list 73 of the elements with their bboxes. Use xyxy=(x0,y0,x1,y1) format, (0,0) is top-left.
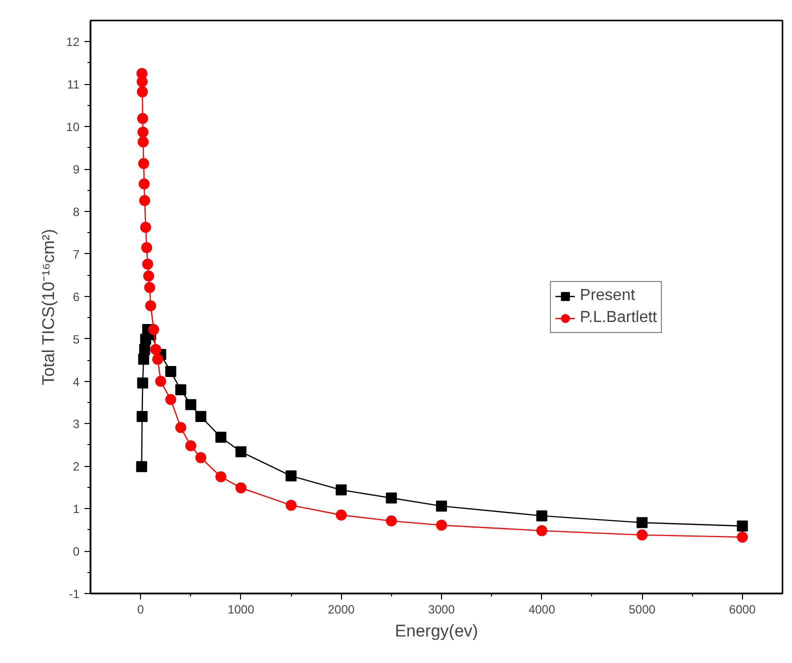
y-tick-label: 12 xyxy=(66,35,80,50)
legend-label: Present xyxy=(580,286,636,304)
y-tick-label: 5 xyxy=(72,332,80,346)
point xyxy=(175,384,186,396)
point xyxy=(536,510,548,522)
point xyxy=(136,76,148,88)
point xyxy=(235,446,246,458)
point xyxy=(215,471,226,482)
point xyxy=(141,242,152,254)
point xyxy=(636,529,648,540)
y-axis-title: Total TICS(10⁻¹⁶cm²) xyxy=(39,229,58,386)
point xyxy=(138,136,149,148)
point xyxy=(736,520,748,532)
point xyxy=(136,86,148,98)
point xyxy=(139,344,150,355)
x-tick-label: 3000 xyxy=(428,602,456,616)
point xyxy=(137,126,148,138)
point xyxy=(155,376,166,387)
point xyxy=(536,525,548,536)
point xyxy=(185,440,196,452)
point xyxy=(195,452,206,464)
point xyxy=(138,158,150,170)
point xyxy=(137,377,148,388)
y-tick-label: 4 xyxy=(72,374,80,389)
y-tick-label: 0 xyxy=(72,544,80,559)
y-tick-label: 2 xyxy=(72,460,80,474)
point xyxy=(145,300,156,312)
point xyxy=(436,500,448,512)
point xyxy=(142,258,154,270)
point xyxy=(165,366,176,378)
point xyxy=(150,344,162,355)
x-tick-label: 4000 xyxy=(528,602,556,616)
x-tick-label: 2000 xyxy=(328,602,355,616)
point xyxy=(185,399,196,410)
point xyxy=(336,484,347,496)
y-tick-label: -1 xyxy=(68,587,80,601)
point xyxy=(140,222,152,233)
point xyxy=(175,422,186,434)
y-tick-label: 8 xyxy=(72,205,80,219)
point xyxy=(386,492,397,504)
y-tick-label: 6 xyxy=(72,290,80,304)
legend-label: P.L.Bartlett xyxy=(580,308,657,326)
point xyxy=(235,482,246,494)
point xyxy=(143,270,154,282)
x-axis-title: Energy(ev) xyxy=(394,622,478,640)
x-tick-label: 0 xyxy=(137,602,144,616)
point xyxy=(144,282,156,293)
point xyxy=(195,411,206,422)
y-tick-label: 9 xyxy=(72,162,80,177)
point xyxy=(136,461,148,472)
point xyxy=(148,324,160,335)
y-tick-label: 7 xyxy=(72,247,80,262)
y-tick-label: 11 xyxy=(67,78,80,92)
point xyxy=(137,113,148,124)
point xyxy=(636,517,648,528)
point xyxy=(286,500,297,511)
x-tick-label: 5000 xyxy=(628,602,656,616)
x-tick-label: 6000 xyxy=(729,602,756,616)
y-tick-label: 10 xyxy=(66,120,80,134)
point xyxy=(736,532,748,543)
point xyxy=(139,194,150,206)
y-tick-label: 1 xyxy=(72,502,80,516)
point xyxy=(138,178,150,190)
x-tick-label: 1000 xyxy=(228,602,255,616)
y-tick-label: 3 xyxy=(72,417,80,432)
point xyxy=(165,394,176,406)
point xyxy=(136,411,148,422)
point xyxy=(436,520,448,531)
point xyxy=(386,515,397,526)
point xyxy=(286,470,297,482)
point xyxy=(215,432,226,443)
point xyxy=(336,509,347,520)
point xyxy=(152,354,164,365)
